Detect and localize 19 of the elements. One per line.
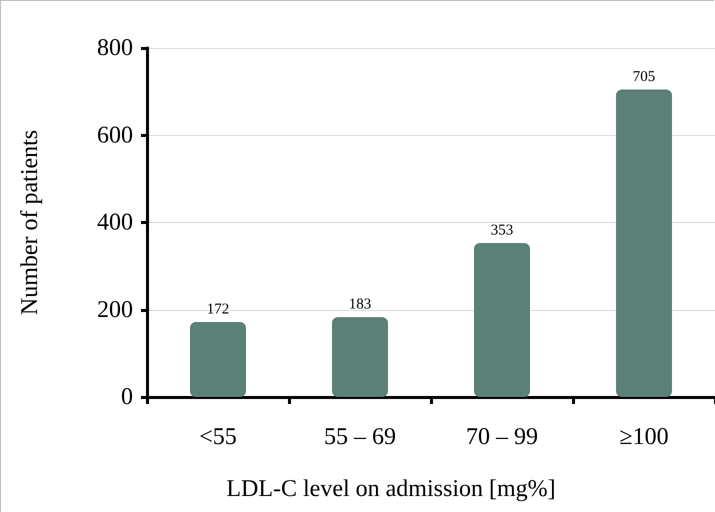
bar: [616, 89, 672, 397]
data-label: 172: [206, 301, 230, 318]
x-tick-label: ≥100: [619, 424, 669, 450]
y-axis-title: Number of patients: [17, 130, 43, 316]
x-axis-title: LDL-C level on admission [mg%]: [226, 476, 556, 502]
y-tick-label: 600: [97, 122, 133, 148]
data-label: 183: [348, 296, 372, 313]
x-tick-label: 55 – 69: [324, 424, 396, 450]
y-tick-label: 800: [97, 35, 133, 61]
x-tick-label: 70 – 99: [466, 424, 538, 450]
data-label: 353: [490, 222, 514, 239]
bar: [474, 243, 530, 397]
bar: [332, 317, 388, 397]
y-tick-label: 400: [97, 210, 133, 236]
y-tick-label: 200: [97, 296, 133, 323]
bar: [190, 322, 246, 397]
data-label: 705: [632, 68, 656, 85]
x-tick-label: <55: [199, 424, 237, 450]
y-tick-label: 0: [121, 384, 133, 410]
